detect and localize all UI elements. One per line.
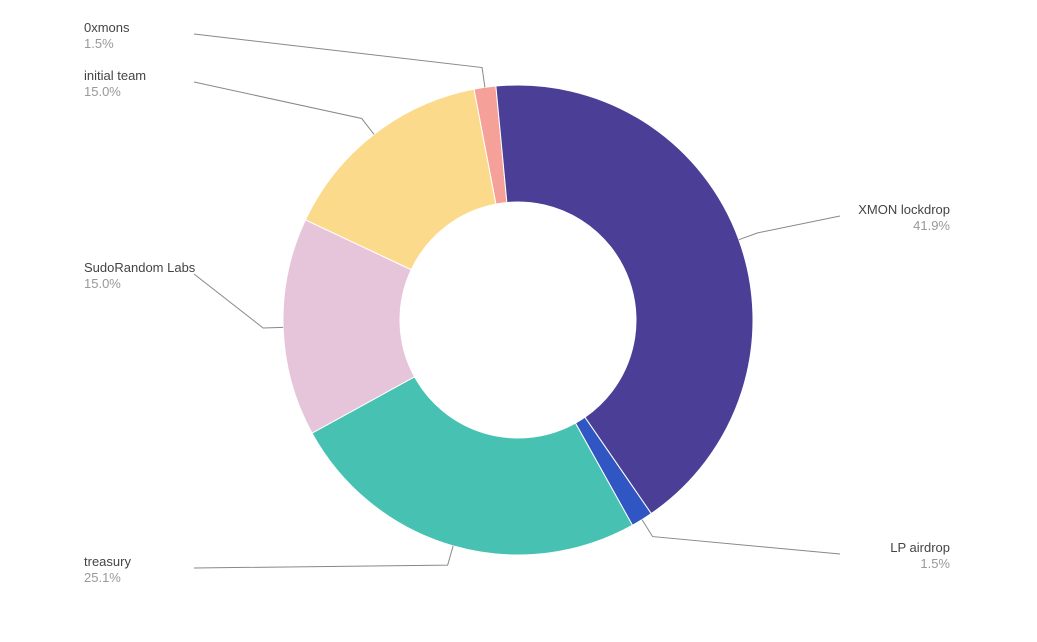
leader-line bbox=[194, 82, 374, 134]
leader-line bbox=[194, 546, 453, 568]
slice-label-pct: 15.0% bbox=[84, 84, 121, 99]
slice-label-name: SudoRandom Labs bbox=[84, 260, 196, 275]
slice-label-pct: 25.1% bbox=[84, 570, 121, 585]
slice-label-name: LP airdrop bbox=[890, 540, 950, 555]
slice-label-pct: 15.0% bbox=[84, 276, 121, 291]
slice-label-name: 0xmons bbox=[84, 20, 130, 35]
leader-line bbox=[194, 274, 283, 328]
leader-line bbox=[739, 216, 840, 240]
slice-label-pct: 41.9% bbox=[913, 218, 950, 233]
slice-label-name: XMON lockdrop bbox=[858, 202, 950, 217]
leader-line bbox=[194, 34, 485, 87]
leader-line bbox=[642, 520, 840, 554]
slice-label-name: initial team bbox=[84, 68, 146, 83]
slice-label-pct: 1.5% bbox=[920, 556, 950, 571]
slice-label-pct: 1.5% bbox=[84, 36, 114, 51]
donut-chart: 0xmons1.5%initial team15.0%SudoRandom La… bbox=[0, 0, 1037, 642]
slice-label-name: treasury bbox=[84, 554, 131, 569]
